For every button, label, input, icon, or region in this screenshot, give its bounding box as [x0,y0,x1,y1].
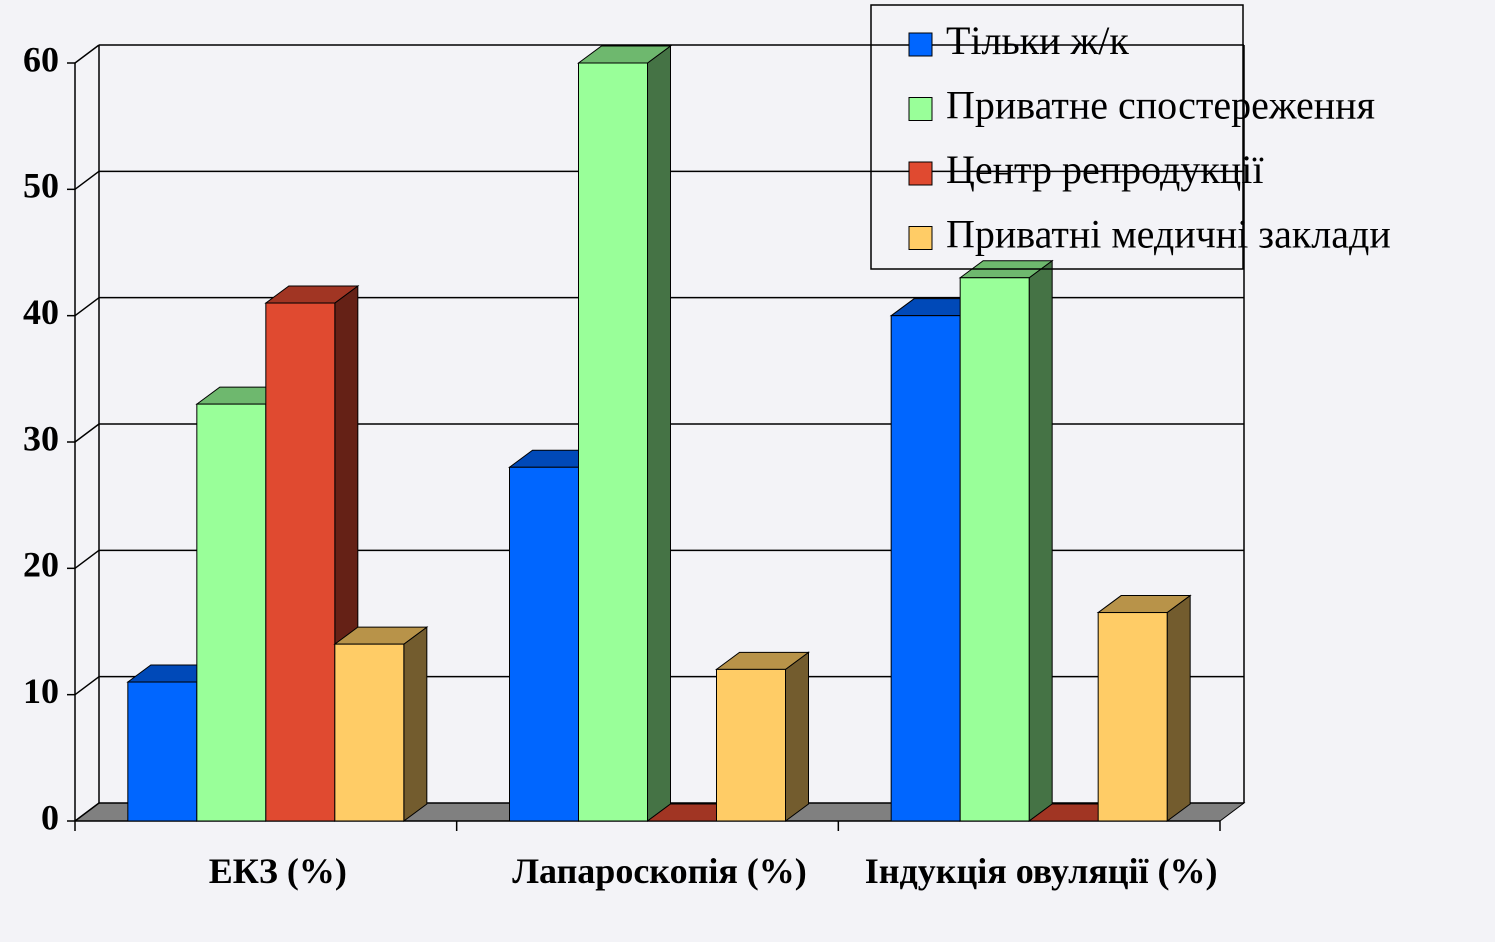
bar [127,681,198,822]
y-tick-label: 50 [23,166,59,206]
bar [890,315,961,822]
bar [265,302,336,822]
bar [959,277,1030,822]
bar [334,643,405,822]
grid-connector [74,297,100,317]
x-tick-label: Лапароскопія (%) [512,851,807,891]
bar [578,62,648,822]
bar [196,403,267,822]
legend-label: Центр репродукції [946,147,1264,192]
grid-connector [74,549,100,569]
y-tick-label: 40 [23,292,59,332]
y-tick-label: 20 [23,545,59,585]
legend-swatch [908,226,933,250]
y-tick-label: 0 [41,797,59,837]
x-tick-label: Індукція овуляції (%) [864,851,1218,891]
bar-side [785,651,809,822]
bar [716,668,786,822]
bar-side [1028,259,1053,822]
legend-box [870,4,1244,270]
legend-label: Приватні медичні заклади [946,212,1391,257]
grid-connector [74,676,100,696]
grid-connector [74,44,100,64]
legend-swatch [908,32,933,57]
legend-swatch [908,97,933,121]
y-tick-label: 10 [23,671,59,711]
legend-label: Тільки ж/к [946,18,1129,63]
y-tick-label: 60 [23,39,59,79]
legend-label: Приватне спостереження [946,83,1375,128]
legend-swatch [908,161,933,186]
grid-connector [74,802,100,822]
bar-side [1166,594,1191,822]
grid-connector [74,170,100,190]
bar [1097,612,1168,822]
bar-side [647,45,671,822]
bar [509,466,579,822]
bar-side [403,626,428,822]
y-tick-label: 30 [23,418,59,458]
grid-connector [74,423,100,443]
x-tick-label: ЕКЗ (%) [208,851,347,891]
